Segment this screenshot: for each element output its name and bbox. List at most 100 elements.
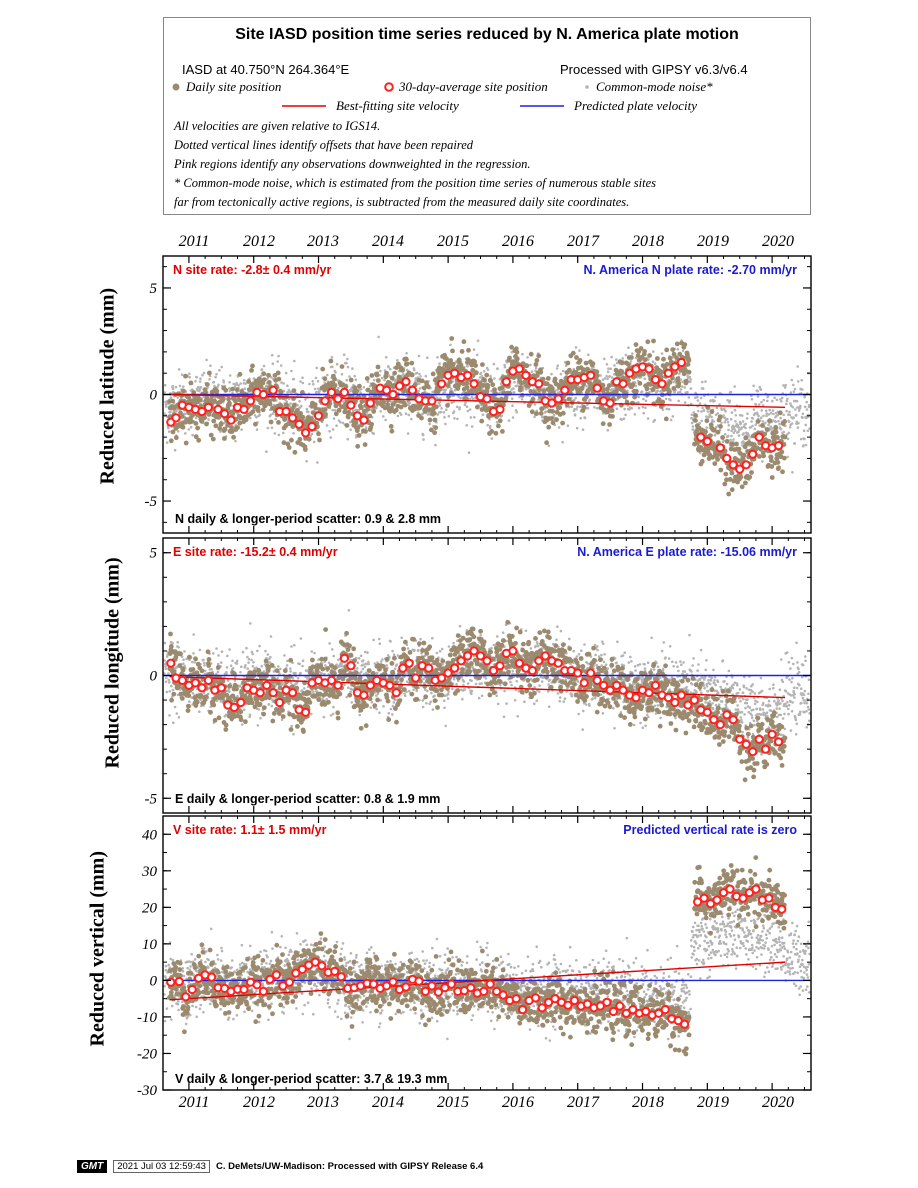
- cmn-point: [389, 367, 392, 371]
- cmn-point: [774, 411, 778, 415]
- cmn-point: [378, 711, 381, 714]
- avg-point: [437, 379, 447, 389]
- cmn-point: [282, 431, 285, 435]
- cmn-point: [566, 424, 570, 428]
- cmn-point: [579, 405, 582, 409]
- cmn-point: [440, 407, 443, 410]
- cmn-point: [163, 383, 167, 387]
- cmn-point: [269, 635, 273, 638]
- cmn-point: [575, 407, 578, 411]
- cmn-point: [771, 399, 774, 403]
- avg-point: [469, 379, 479, 389]
- avg-point: [268, 385, 278, 395]
- daily-point: [213, 423, 219, 429]
- cmn-point: [391, 713, 394, 716]
- cmn-point: [185, 657, 188, 661]
- year-top-2013: 2013: [307, 233, 339, 250]
- daily-point: [197, 397, 203, 403]
- cmn-point: [576, 405, 579, 409]
- daily-point: [179, 414, 185, 419]
- cmn-point: [380, 376, 384, 380]
- daily-point: [712, 461, 718, 466]
- cmn-point: [279, 667, 282, 671]
- cmn-point: [228, 374, 232, 377]
- daily-point: [354, 388, 359, 394]
- cmn-point: [712, 420, 715, 423]
- cmn-point: [310, 650, 314, 653]
- cmn-point: [257, 708, 261, 711]
- cmn-point: [406, 432, 410, 435]
- daily-point: [229, 425, 234, 430]
- daily-point: [317, 437, 322, 443]
- cmn-point: [210, 667, 213, 671]
- cmn-point: [310, 712, 313, 716]
- cmn-point: [176, 641, 179, 644]
- daily-point: [620, 360, 625, 366]
- cmn-point: [715, 406, 719, 410]
- cmn-point: [793, 387, 797, 391]
- cmn-point: [574, 346, 578, 349]
- cmn-point: [184, 432, 187, 435]
- cmn-point: [764, 409, 768, 413]
- cmn-point: [738, 413, 742, 417]
- cmn-point: [687, 396, 691, 399]
- daily-point: [398, 404, 404, 410]
- cmn-point: [377, 335, 380, 339]
- daily-point: [496, 423, 501, 429]
- cmn-point: [270, 704, 274, 708]
- cmn-point: [601, 378, 605, 382]
- cmn-point: [691, 425, 695, 428]
- cmn-point: [251, 664, 255, 668]
- daily-point: [480, 362, 485, 367]
- cmn-point: [171, 387, 175, 391]
- cmn-point: [268, 661, 272, 664]
- cmn-point: [378, 642, 382, 645]
- daily-point: [644, 386, 650, 392]
- daily-point: [434, 404, 439, 410]
- cmn-point: [376, 692, 380, 695]
- cmn-point: [573, 413, 577, 416]
- cmn-point: [203, 672, 207, 676]
- cmn-point: [361, 659, 365, 662]
- avg-point: [301, 428, 311, 438]
- cmn-point: [286, 384, 289, 388]
- cmn-point: [803, 437, 806, 441]
- cmn-point: [165, 676, 168, 680]
- daily-point: [718, 467, 724, 473]
- daily-point: [388, 424, 394, 429]
- cmn-point: [758, 385, 761, 389]
- daily-point: [749, 470, 754, 475]
- best-fit-label: Best-fitting site velocity: [336, 98, 459, 113]
- cmn-point: [704, 380, 707, 383]
- cmn-point: [514, 384, 517, 388]
- cmn-point: [202, 658, 205, 662]
- cmn-point: [767, 413, 771, 416]
- year-top-2011: 2011: [178, 233, 210, 250]
- cmn-point: [208, 378, 211, 381]
- cmn-point: [608, 375, 612, 378]
- daily-point: [780, 469, 785, 475]
- cmn-point: [176, 396, 179, 399]
- daily-point: [374, 372, 380, 378]
- cmn-point: [730, 429, 733, 433]
- avg-point: [728, 460, 738, 470]
- daily-point: [261, 377, 267, 382]
- cmn-point: [199, 385, 203, 389]
- year-top-2019: 2019: [697, 233, 729, 250]
- daily-point: [431, 410, 437, 416]
- daily-point: [237, 420, 243, 426]
- avg-point: [346, 400, 356, 410]
- cmn-point: [323, 672, 326, 676]
- cmn-point: [489, 425, 492, 428]
- daily-point: [255, 408, 261, 413]
- cmn-point: [744, 426, 747, 430]
- cmn-point: [348, 375, 351, 378]
- daily-point: [464, 381, 470, 386]
- cmn-point: [385, 664, 389, 667]
- cmn-point: [264, 384, 268, 388]
- cmn-point: [233, 679, 237, 682]
- cmn-point: [296, 677, 300, 680]
- cmn-point: [404, 412, 408, 416]
- avg-symbol-icon: [384, 82, 394, 92]
- cmn-point: [292, 432, 295, 435]
